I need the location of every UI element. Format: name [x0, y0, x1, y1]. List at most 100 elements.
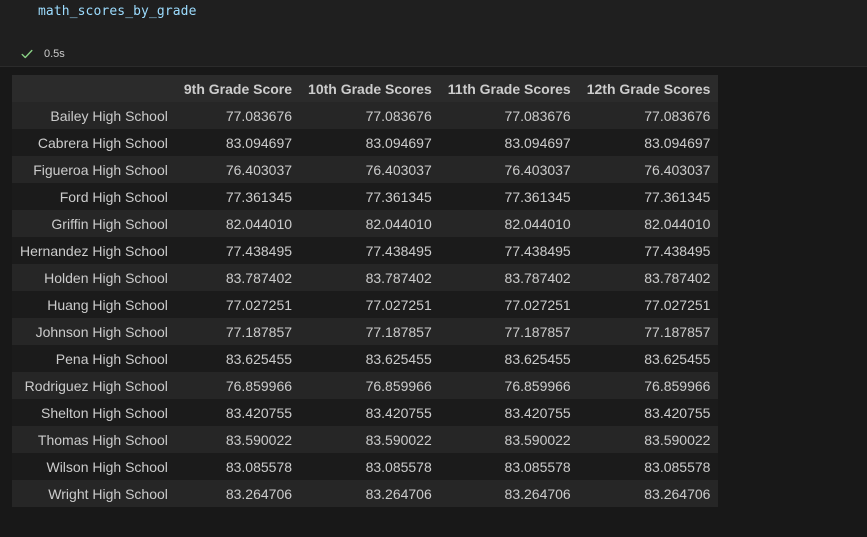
table-cell: 83.264706: [300, 480, 440, 507]
table-cell: 83.787402: [579, 264, 719, 291]
table-cell: 83.420755: [300, 399, 440, 426]
table-row: Griffin High School 82.044010 82.044010 …: [12, 210, 718, 237]
table-cell: 83.264706: [579, 480, 719, 507]
execution-status: 0.5s: [20, 47, 65, 61]
table-row: Ford High School 77.361345 77.361345 77.…: [12, 183, 718, 210]
row-index: Rodriguez High School: [12, 372, 176, 399]
row-index: Pena High School: [12, 345, 176, 372]
row-index: Hernandez High School: [12, 237, 176, 264]
table-cell: 77.027251: [579, 291, 719, 318]
table-cell: 83.085578: [440, 453, 579, 480]
table-cell: 83.787402: [300, 264, 440, 291]
check-icon: [20, 47, 34, 61]
table-cell: 77.027251: [300, 291, 440, 318]
table-cell: 77.438495: [300, 237, 440, 264]
table-cell: 76.859966: [440, 372, 579, 399]
table-cell: 76.859966: [176, 372, 300, 399]
row-index: Griffin High School: [12, 210, 176, 237]
table-cell: 83.590022: [579, 426, 719, 453]
row-index: Thomas High School: [12, 426, 176, 453]
table-cell: 83.590022: [300, 426, 440, 453]
table-cell: 77.083676: [579, 102, 719, 129]
row-index: Shelton High School: [12, 399, 176, 426]
table-row: Cabrera High School 83.094697 83.094697 …: [12, 129, 718, 156]
table-cell: 77.187857: [176, 318, 300, 345]
table-cell: 83.264706: [440, 480, 579, 507]
index-header: [12, 75, 176, 102]
table-cell: 82.044010: [300, 210, 440, 237]
row-index: Bailey High School: [12, 102, 176, 129]
table-cell: 76.859966: [579, 372, 719, 399]
table-cell: 77.083676: [300, 102, 440, 129]
table-cell: 77.187857: [300, 318, 440, 345]
table-cell: 76.403037: [300, 156, 440, 183]
table-cell: 83.787402: [176, 264, 300, 291]
table-row: Hernandez High School 77.438495 77.43849…: [12, 237, 718, 264]
table-row: Johnson High School 77.187857 77.187857 …: [12, 318, 718, 345]
table-cell: 83.625455: [579, 345, 719, 372]
table-cell: 82.044010: [579, 210, 719, 237]
row-index: Huang High School: [12, 291, 176, 318]
table-cell: 83.625455: [300, 345, 440, 372]
table-cell: 82.044010: [440, 210, 579, 237]
table-cell: 83.085578: [300, 453, 440, 480]
table-cell: 77.361345: [176, 183, 300, 210]
table-cell: 76.859966: [300, 372, 440, 399]
table-header-row: 9th Grade Score 10th Grade Scores 11th G…: [12, 75, 718, 102]
column-header: 11th Grade Scores: [440, 75, 579, 102]
table-cell: 83.420755: [176, 399, 300, 426]
row-index: Figueroa High School: [12, 156, 176, 183]
table-cell: 83.625455: [440, 345, 579, 372]
table-cell: 77.083676: [176, 102, 300, 129]
table-row: Huang High School 77.027251 77.027251 77…: [12, 291, 718, 318]
table-cell: 77.083676: [440, 102, 579, 129]
notebook-cell-editor[interactable]: math_scores_by_grade 0.5s: [0, 0, 867, 67]
table-row: Bailey High School 77.083676 77.083676 7…: [12, 102, 718, 129]
table-row: Shelton High School 83.420755 83.420755 …: [12, 399, 718, 426]
row-index: Cabrera High School: [12, 129, 176, 156]
table-cell: 83.085578: [579, 453, 719, 480]
column-header: 10th Grade Scores: [300, 75, 440, 102]
table-cell: 77.361345: [440, 183, 579, 210]
row-index: Ford High School: [12, 183, 176, 210]
table-cell: 77.438495: [176, 237, 300, 264]
row-index: Wright High School: [12, 480, 176, 507]
row-index: Wilson High School: [12, 453, 176, 480]
table-row: Rodriguez High School 76.859966 76.85996…: [12, 372, 718, 399]
table-cell: 83.094697: [300, 129, 440, 156]
code-line[interactable]: math_scores_by_grade: [38, 4, 197, 19]
table-cell: 82.044010: [176, 210, 300, 237]
table-cell: 77.361345: [300, 183, 440, 210]
table-cell: 77.027251: [176, 291, 300, 318]
table-cell: 76.403037: [440, 156, 579, 183]
table-row: Wright High School 83.264706 83.264706 8…: [12, 480, 718, 507]
table-cell: 77.438495: [579, 237, 719, 264]
table-cell: 77.187857: [579, 318, 719, 345]
column-header: 12th Grade Scores: [579, 75, 719, 102]
table-cell: 76.403037: [579, 156, 719, 183]
row-index: Holden High School: [12, 264, 176, 291]
execution-time: 0.5s: [44, 48, 65, 60]
table-cell: 83.094697: [440, 129, 579, 156]
table-cell: 77.187857: [440, 318, 579, 345]
table-row: Thomas High School 83.590022 83.590022 8…: [12, 426, 718, 453]
table-cell: 83.094697: [579, 129, 719, 156]
row-index: Johnson High School: [12, 318, 176, 345]
table-cell: 77.027251: [440, 291, 579, 318]
table-cell: 77.438495: [440, 237, 579, 264]
table-cell: 76.403037: [176, 156, 300, 183]
table-row: Figueroa High School 76.403037 76.403037…: [12, 156, 718, 183]
column-header: 9th Grade Score: [176, 75, 300, 102]
table-cell: 83.420755: [440, 399, 579, 426]
dataframe-table: 9th Grade Score 10th Grade Scores 11th G…: [12, 75, 718, 507]
table-cell: 83.590022: [440, 426, 579, 453]
table-cell: 83.590022: [176, 426, 300, 453]
table-cell: 83.085578: [176, 453, 300, 480]
table-cell: 83.787402: [440, 264, 579, 291]
table-cell: 83.625455: [176, 345, 300, 372]
table-cell: 83.420755: [579, 399, 719, 426]
table-cell: 77.361345: [579, 183, 719, 210]
table-cell: 83.094697: [176, 129, 300, 156]
table-row: Holden High School 83.787402 83.787402 8…: [12, 264, 718, 291]
table-row: Wilson High School 83.085578 83.085578 8…: [12, 453, 718, 480]
